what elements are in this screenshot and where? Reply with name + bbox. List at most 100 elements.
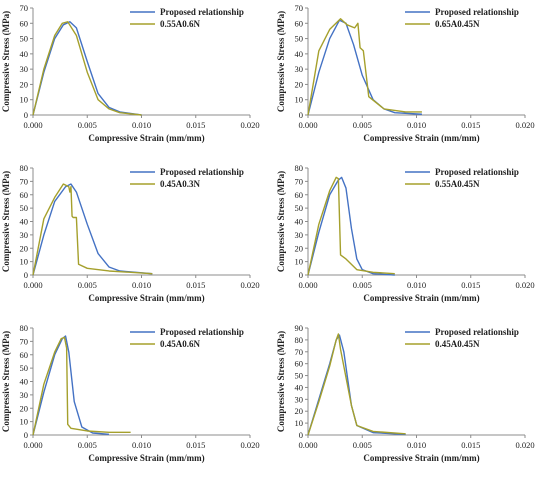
x-axis-label: Compressive Strain (mm/mm) (88, 293, 204, 303)
x-tick-label: 0.020 (515, 440, 534, 450)
x-tick-label: 0.020 (515, 280, 534, 290)
x-tick-label: 0.015 (461, 440, 480, 450)
y-tick-label: 80 (295, 163, 304, 173)
x-tick-label: 0.015 (186, 120, 205, 130)
chart-panel-1: 0.000 0.005 0.010 0.015 0.020 0 10 20 30 40 50 60 70… (0, 0, 275, 160)
chart-svg: 0.000 0.005 0.010 0.015 0.020 0 10 20 30 40 50 60 70… (1, 323, 260, 463)
x-tick-label: 0.000 (23, 280, 42, 290)
y-tick-label: 40 (20, 49, 29, 59)
chart-panel-2: 0.000 0.005 0.010 0.015 0.020 0 10 20 30 40 50 60 70… (275, 0, 550, 160)
x-tick-label: 0.010 (407, 440, 426, 450)
y-tick-label: 40 (295, 217, 304, 227)
x-tick-label: 0.020 (240, 280, 259, 290)
y-tick-label: 40 (295, 49, 304, 59)
y-tick-label: 0 (299, 270, 303, 280)
x-tick-label: 0.000 (23, 440, 42, 450)
y-tick-label: 30 (295, 64, 304, 74)
y-axis-label: Compressive Stress (MPa) (1, 11, 11, 112)
y-axis-label: Compressive Stress (MPa) (1, 171, 11, 272)
y-tick-label: 70 (295, 347, 304, 357)
y-tick-label: 60 (20, 350, 29, 360)
y-axis-label: Compressive Stress (MPa) (276, 11, 286, 112)
legend-label: 0.55A0.45N (435, 179, 480, 189)
series-line-experimental (32, 21, 142, 116)
y-tick-label: 80 (295, 335, 304, 345)
y-tick-label: 10 (295, 257, 304, 267)
y-tick-label: 20 (20, 403, 29, 413)
y-tick-label: 20 (295, 243, 304, 253)
legend-label: 0.55A0.6N (160, 19, 200, 29)
y-tick-label: 70 (295, 176, 304, 186)
chart-svg: 0.000 0.005 0.010 0.015 0.020 0 10 20 30 40 50 60 70… (1, 3, 260, 143)
y-tick-label: 50 (20, 203, 29, 213)
legend-label: Proposed relationship (435, 167, 519, 177)
x-tick-label: 0.010 (132, 280, 151, 290)
x-tick-label: 0.010 (407, 120, 426, 130)
legend-label: Proposed relationship (160, 167, 244, 177)
legend-label: Proposed relationship (435, 7, 519, 17)
y-tick-label: 60 (20, 190, 29, 200)
chart-panel-3: 0.000 0.005 0.010 0.015 0.020 0 10 20 30 40 50 60 70… (0, 160, 275, 320)
chart-svg: 0.000 0.005 0.010 0.015 0.020 0 10 20 30 40 50 60 70… (1, 163, 260, 303)
y-tick-label: 50 (20, 363, 29, 373)
series-line-experimental (32, 183, 153, 276)
x-axis-label: Compressive Strain (mm/mm) (88, 133, 204, 143)
series-line-proposed (32, 21, 142, 116)
x-tick-label: 0.015 (186, 440, 205, 450)
y-tick-label: 30 (20, 230, 29, 240)
y-tick-label: 20 (295, 406, 304, 416)
x-axis-label: Compressive Strain (mm/mm) (363, 293, 479, 303)
series-line-proposed (307, 19, 422, 116)
x-tick-label: 0.020 (240, 120, 259, 130)
y-tick-label: 0 (299, 110, 303, 120)
x-tick-label: 0.010 (407, 280, 426, 290)
chart-panel-4: 0.000 0.005 0.010 0.015 0.020 0 10 20 30 40 50 60 70… (275, 160, 550, 320)
series-line-experimental (307, 18, 422, 116)
y-tick-label: 0 (24, 110, 28, 120)
y-tick-label: 60 (295, 359, 304, 369)
series-line-proposed (32, 183, 153, 276)
x-tick-label: 0.005 (353, 280, 372, 290)
chart-svg: 0.000 0.005 0.010 0.015 0.020 0 10 20 30 40 50 60 70… (276, 163, 535, 303)
x-tick-label: 0.005 (353, 440, 372, 450)
legend-label: 0.45A0.45N (435, 339, 480, 349)
x-tick-label: 0.010 (132, 440, 151, 450)
y-tick-label: 30 (20, 390, 29, 400)
y-tick-label: 40 (295, 382, 304, 392)
y-tick-label: 20 (295, 79, 304, 89)
y-tick-label: 70 (295, 3, 304, 13)
x-tick-label: 0.020 (515, 120, 534, 130)
x-tick-label: 0.005 (78, 280, 97, 290)
y-tick-label: 10 (295, 418, 304, 428)
legend-label: 0.65A0.45N (435, 19, 480, 29)
y-tick-label: 70 (20, 3, 29, 13)
x-tick-label: 0.015 (461, 120, 480, 130)
y-tick-label: 90 (295, 323, 304, 333)
x-tick-label: 0.010 (132, 120, 151, 130)
y-tick-label: 80 (20, 163, 29, 173)
x-axis-label: Compressive Strain (mm/mm) (88, 453, 204, 463)
x-tick-label: 0.000 (298, 120, 317, 130)
y-tick-label: 0 (24, 270, 28, 280)
y-tick-label: 70 (20, 176, 29, 186)
x-tick-label: 0.000 (298, 280, 317, 290)
y-tick-label: 50 (20, 34, 29, 44)
y-tick-label: 50 (295, 34, 304, 44)
x-axis-label: Compressive Strain (mm/mm) (363, 133, 479, 143)
y-tick-label: 60 (295, 18, 304, 28)
series-line-experimental (307, 333, 406, 436)
x-tick-label: 0.005 (353, 120, 372, 130)
y-axis-label: Compressive Stress (MPa) (276, 331, 286, 432)
series-line-proposed (307, 334, 406, 436)
y-axis-label: Compressive Stress (MPa) (276, 171, 286, 272)
series-line-proposed (32, 335, 110, 436)
y-tick-label: 10 (20, 417, 29, 427)
x-tick-label: 0.000 (23, 120, 42, 130)
y-tick-label: 50 (295, 371, 304, 381)
y-axis-label: Compressive Stress (MPa) (1, 331, 11, 432)
x-tick-label: 0.020 (240, 440, 259, 450)
chart-panel-5: 0.000 0.005 0.010 0.015 0.020 0 10 20 30 40 50 60 70… (0, 320, 275, 480)
legend-label: 0.45A0.3N (160, 179, 200, 189)
y-tick-label: 30 (295, 230, 304, 240)
x-tick-label: 0.000 (298, 440, 317, 450)
